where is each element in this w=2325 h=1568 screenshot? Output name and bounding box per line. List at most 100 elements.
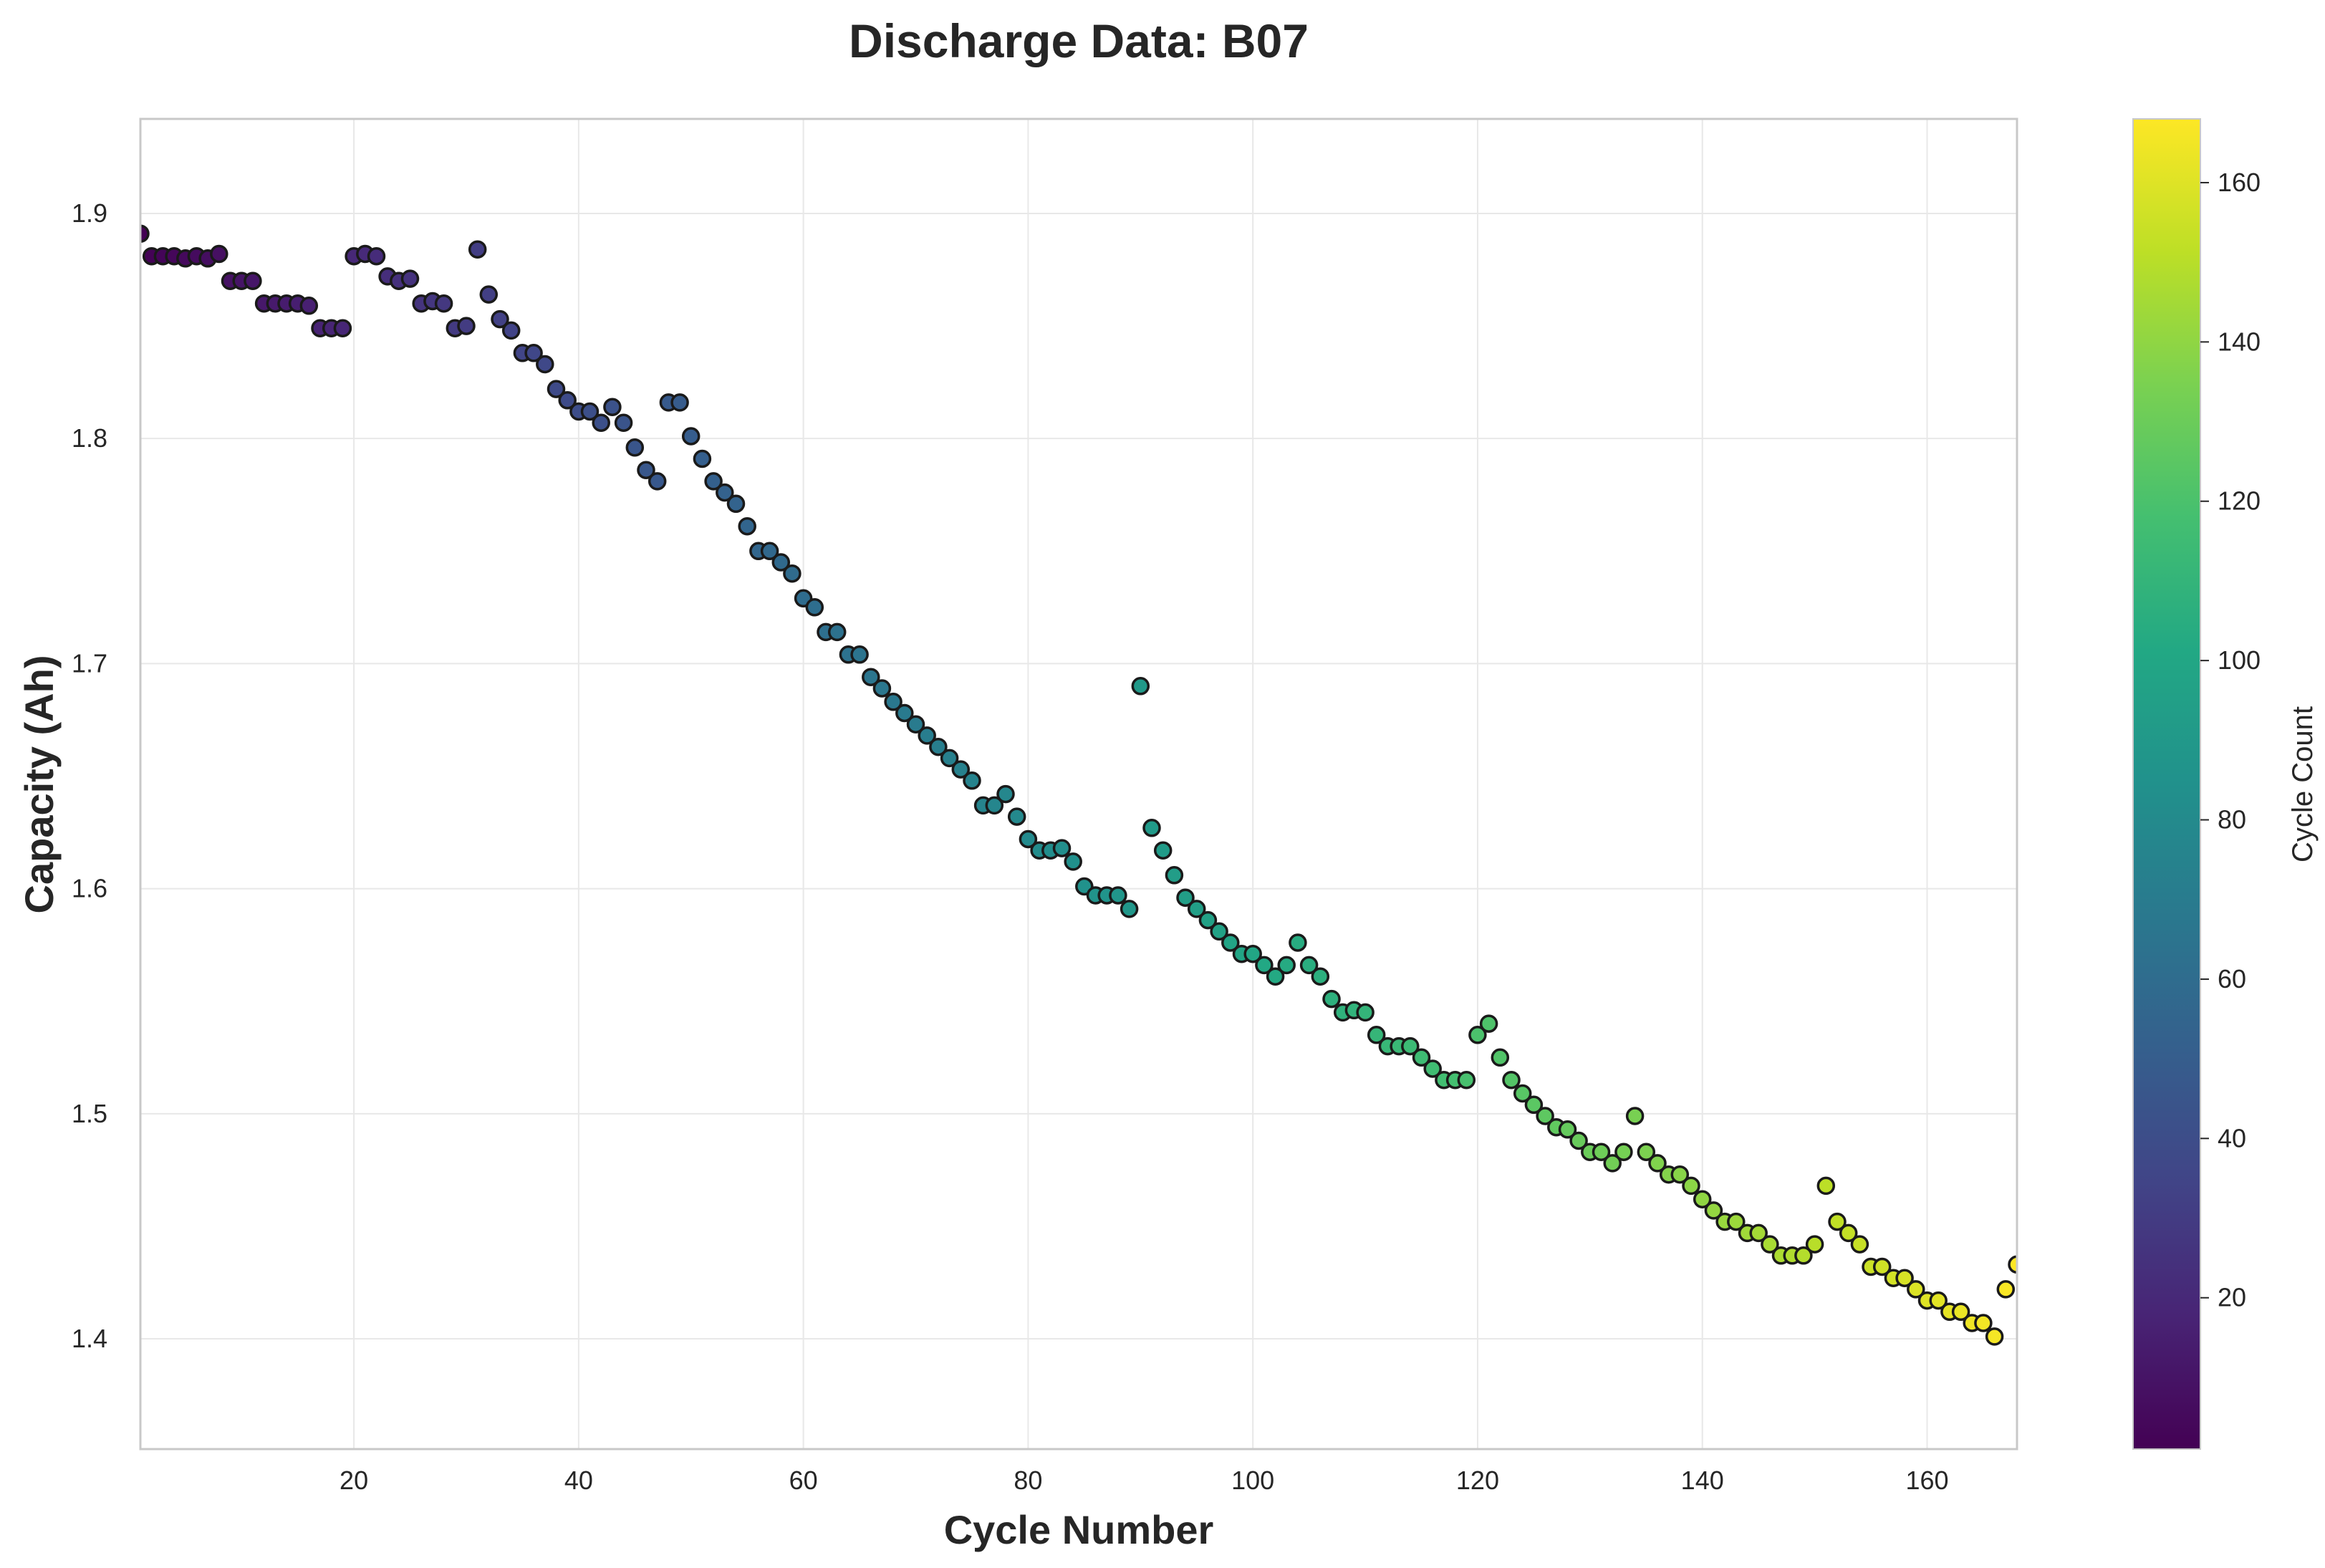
data-point (1985, 1327, 2004, 1346)
colorbar-tick-label: 140 (2218, 327, 2261, 356)
data-point (1648, 1154, 1667, 1173)
data-point (1502, 1070, 1521, 1090)
data-point (1019, 829, 1038, 849)
data-point (783, 564, 802, 583)
x-tick-label: 120 (1456, 1466, 1499, 1495)
data-point (963, 771, 981, 790)
colorbar-gradient (2132, 118, 2201, 1450)
y-tick-label: 1.5 (72, 1099, 107, 1128)
data-point (637, 461, 655, 479)
data-point (1142, 819, 1161, 837)
data-point (1637, 1143, 1656, 1161)
colorbar-tick-label: 120 (2218, 486, 2261, 516)
data-point (1423, 1059, 1442, 1078)
y-tick-label: 1.9 (72, 198, 107, 228)
data-point (1052, 839, 1072, 857)
data-point (603, 398, 622, 416)
data-point (1929, 1291, 1948, 1310)
data-point (558, 391, 577, 410)
data-point (1625, 1107, 1645, 1125)
data-point (210, 244, 228, 264)
data-point (1749, 1223, 1768, 1243)
data-point (827, 622, 847, 642)
x-tick-label: 40 (564, 1466, 593, 1495)
data-point (1614, 1143, 1633, 1161)
colorbar-tick-label: 100 (2218, 645, 2261, 675)
x-tick-label: 20 (340, 1466, 368, 1495)
colorbar: 20 40 60 80 100 120 140 160 Cycle Count (2132, 118, 2319, 1450)
data-point (1907, 1280, 1925, 1299)
data-point (1153, 841, 1173, 860)
chart-title: Discharge Data: B07 (849, 14, 1309, 67)
data-point (1805, 1235, 1824, 1254)
data-point (1165, 866, 1184, 885)
data-point (1592, 1143, 1611, 1161)
data-point (1468, 1026, 1487, 1044)
data-point (1198, 910, 1218, 930)
data-point (580, 402, 600, 421)
data-point (1221, 933, 1240, 952)
data-point (1693, 1190, 1712, 1208)
data-point (1872, 1257, 1892, 1276)
data-point (716, 483, 734, 502)
data-point (1974, 1314, 1993, 1332)
data-point (985, 796, 1004, 815)
data-point (1210, 922, 1228, 941)
data-point (884, 693, 902, 711)
data-point (1109, 886, 1127, 905)
colorbar-tick-label: 160 (2218, 168, 2261, 197)
data-point (1311, 967, 1330, 986)
data-point (1491, 1048, 1510, 1067)
data-point (1131, 677, 1150, 696)
colorbar-label: Cycle Count (2287, 706, 2319, 862)
data-point (479, 285, 499, 304)
data-point (1176, 888, 1195, 907)
data-point (1299, 956, 1319, 975)
data-point (929, 737, 948, 756)
x-tick-label: 60 (789, 1466, 818, 1495)
data-point (1266, 967, 1285, 986)
data-point (1479, 1014, 1498, 1033)
y-axis-label: Capacity (Ah) (16, 655, 62, 914)
data-point (244, 271, 262, 290)
data-point (862, 668, 880, 686)
x-tick-labels: 20 40 60 80 100 120 140 160 (340, 1466, 1948, 1495)
data-point (693, 449, 712, 468)
data-point (1524, 1095, 1544, 1115)
data-point (434, 294, 453, 313)
colorbar-tick-label: 40 (2218, 1123, 2246, 1153)
data-point (614, 413, 633, 432)
data-point (367, 246, 386, 266)
data-point (1064, 852, 1082, 871)
x-tick-label: 140 (1681, 1466, 1724, 1495)
data-point (1401, 1036, 1420, 1056)
data-point (1322, 989, 1341, 1009)
data-point (524, 344, 543, 362)
y-tick-label: 1.7 (72, 648, 107, 678)
data-point (592, 413, 610, 432)
data-point (400, 269, 420, 288)
data-point (726, 494, 746, 514)
data-point (1839, 1223, 1858, 1243)
data-point (1120, 900, 1139, 918)
data-point (1951, 1302, 1970, 1322)
data-point (501, 321, 521, 340)
data-point (738, 516, 756, 536)
data-point (918, 726, 936, 745)
x-axis-label: Cycle Number (944, 1507, 1214, 1552)
data-point (771, 553, 791, 572)
data-point (1536, 1107, 1554, 1125)
y-tick-labels: 1.4 1.5 1.6 1.7 1.8 1.9 (72, 198, 107, 1353)
data-point (648, 472, 667, 491)
data-point (625, 438, 645, 457)
data-point (491, 309, 509, 329)
data-point (1895, 1269, 1914, 1287)
data-point (1356, 1003, 1375, 1022)
data-point (536, 355, 554, 374)
data-point (1828, 1212, 1847, 1231)
colorbar-tick-labels: 20 40 60 80 100 120 140 160 (2200, 168, 2261, 1312)
data-point (1558, 1120, 1577, 1139)
data-point (670, 393, 689, 412)
data-point (1794, 1246, 1813, 1265)
data-point (457, 317, 476, 335)
